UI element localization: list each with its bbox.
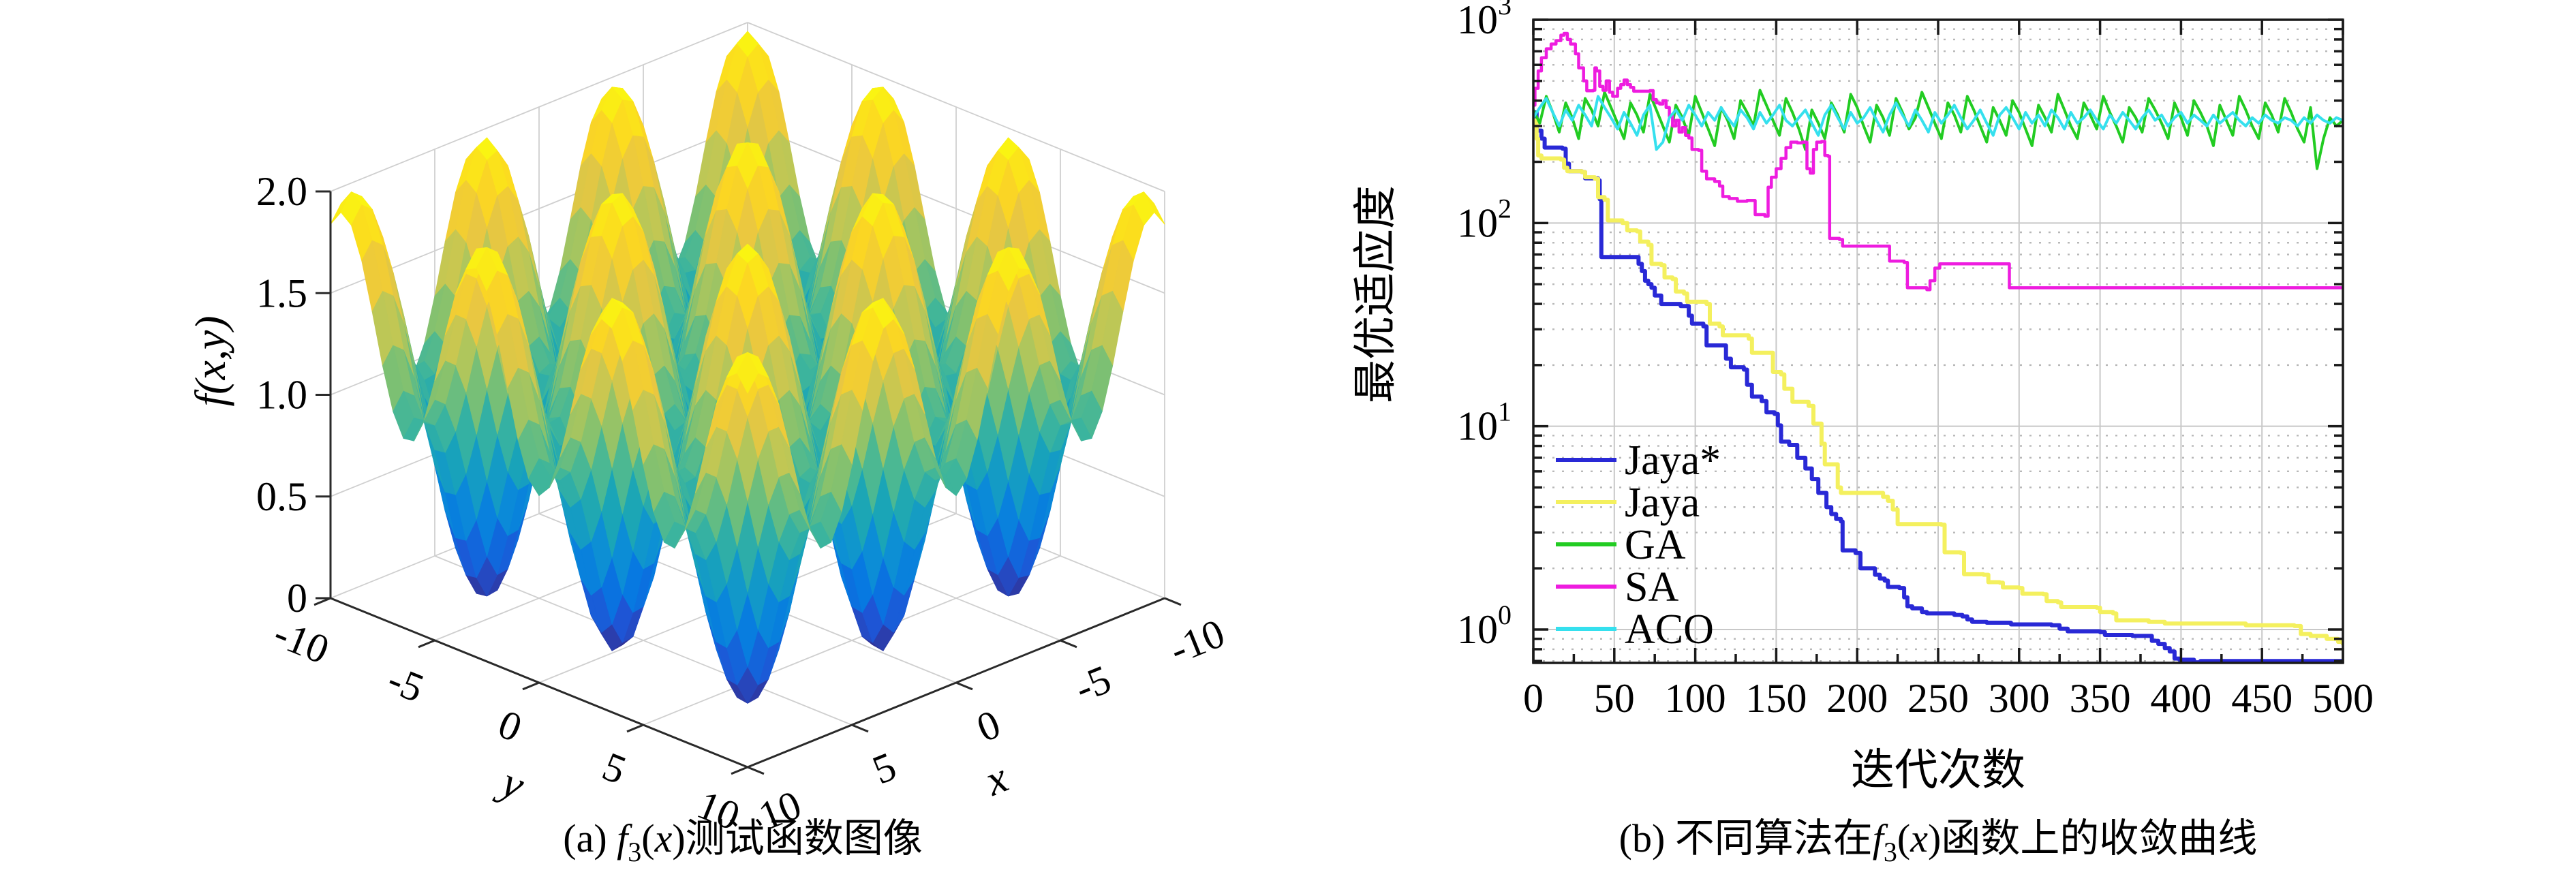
series-line-sa — [1533, 31, 2343, 292]
convergence-yaxis-label: 最优适应度 — [1351, 185, 1400, 403]
legend-label-jaya: Jaya — [1625, 480, 1700, 526]
y-tick-label: 0 — [492, 701, 528, 750]
x-tick-label: 300 — [1989, 676, 2050, 721]
surface-zaxis-label: f(x,y) — [186, 315, 234, 406]
caption-b: (b) 不同算法在f3(x)函数上的收敛曲线 — [1619, 816, 2258, 867]
y-tick-label: -5 — [382, 656, 430, 711]
y-tick-label: 101 — [1457, 397, 1512, 449]
x-tick-label: 100 — [1665, 676, 1726, 721]
legend-label-sa: SA — [1625, 564, 1678, 610]
x-tick-label: -10 — [1163, 610, 1231, 672]
x-tick-label: 5 — [866, 743, 902, 792]
x-tick-label: 250 — [1907, 676, 1969, 721]
convergence-line-plot: 0 50 100 150 200 250 300 350 400 450 500 100 101 102 1… — [1457, 0, 2374, 721]
convergence-xaxis-label: 迭代次数 — [1851, 746, 2025, 794]
surface-mesh — [330, 31, 1165, 704]
plot-tick-labels: 0 50 100 150 200 250 300 350 400 450 500 100 101 102 1… — [1457, 0, 2374, 721]
y-tick-label: 102 — [1457, 193, 1512, 245]
legend-item-aco: ACO — [1556, 606, 1714, 653]
x-tick-label: 500 — [2312, 676, 2374, 721]
surface-xaxis-label: x — [978, 753, 1015, 805]
series-line-ga — [1533, 89, 2343, 170]
y-tick-label: 100 — [1457, 600, 1512, 652]
surface-axes — [313, 190, 1182, 775]
x-tick-label: 50 — [1594, 676, 1635, 721]
series-line-aco — [1533, 95, 2343, 151]
legend-item-jaya: Jaya — [1556, 480, 1700, 526]
x-tick-label: 200 — [1826, 676, 1888, 721]
x-tick-label: 0 — [970, 701, 1007, 750]
x-tick-label: 350 — [2070, 676, 2131, 721]
legend-item-jaya: Jaya* — [1556, 437, 1721, 484]
series-group — [1533, 31, 2343, 663]
y-tick-label: 103 — [1457, 0, 1512, 42]
z-tick-label: 1.5 — [256, 270, 307, 315]
x-tick-label: 450 — [2231, 676, 2293, 721]
x-tick-label: 400 — [2150, 676, 2211, 721]
x-tick-label: -5 — [1069, 656, 1117, 711]
z-tick-label: 0 — [287, 576, 307, 621]
surface-yaxis-label: y — [491, 756, 532, 810]
z-tick-label: 2.0 — [256, 169, 307, 214]
x-tick-label: 0 — [1523, 676, 1544, 721]
x-tick-label: 150 — [1745, 676, 1807, 721]
legend-item-sa: SA — [1556, 564, 1678, 610]
series-line-jaya — [1533, 110, 2343, 663]
legend-label-ga: GA — [1625, 522, 1686, 568]
legend-label-jaya: Jaya* — [1625, 437, 1721, 484]
z-tick-label: 0.5 — [256, 474, 307, 519]
plot-spines — [1532, 18, 2344, 664]
legend-item-ga: GA — [1556, 522, 1686, 568]
z-tick-label: 1.0 — [256, 373, 307, 418]
series-line-jaya — [1533, 118, 2343, 647]
y-tick-label: 5 — [596, 743, 632, 792]
caption-a: (a) f3(x)测试函数图像 — [563, 816, 922, 867]
legend-label-aco: ACO — [1625, 606, 1714, 653]
